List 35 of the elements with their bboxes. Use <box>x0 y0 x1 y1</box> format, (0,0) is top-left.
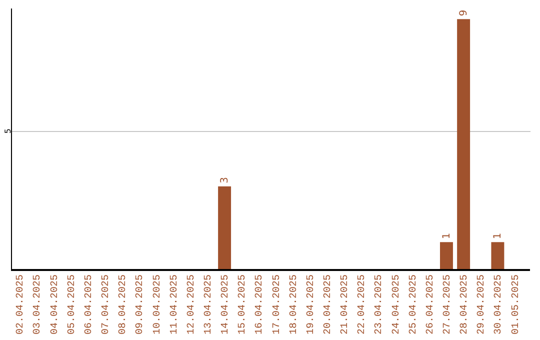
x-tick-label: 21.04.2025 <box>340 274 352 335</box>
data-label: 1 <box>492 232 504 240</box>
x-tick-label: 09.04.2025 <box>135 274 146 335</box>
x-tick-label: 26.04.2025 <box>425 274 436 335</box>
x-tick-label: 05.04.2025 <box>66 274 78 335</box>
x-tick-label: 17.04.2025 <box>272 274 283 335</box>
x-tick-label: 22.04.2025 <box>357 274 368 335</box>
data-label: 3 <box>220 177 231 184</box>
x-tick-label: 11.04.2025 <box>169 274 180 335</box>
x-tick-label: 19.04.2025 <box>306 274 317 335</box>
x-tick-label: 29.04.2025 <box>476 274 488 335</box>
x-tick-label: 15.04.2025 <box>238 274 249 335</box>
y-tick-label: 5 <box>4 128 12 134</box>
x-tick-label: 07.04.2025 <box>101 274 112 335</box>
x-tick-label: 13.04.2025 <box>203 274 214 335</box>
x-tick-label: 28.04.2025 <box>460 274 471 335</box>
x-tick-label: 27.04.2025 <box>442 274 454 335</box>
data-label: 1 <box>441 232 452 240</box>
x-tick-label: 23.04.2025 <box>374 274 386 335</box>
x-tick-label: 14.04.2025 <box>220 274 232 335</box>
x-tick-label: 30.04.2025 <box>494 274 505 335</box>
x-tick-label: 18.04.2025 <box>288 274 300 335</box>
x-tick-label: 20.04.2025 <box>322 274 334 335</box>
x-tick-label: 16.04.2025 <box>254 274 266 335</box>
x-tick-label: 02.04.2025 <box>16 274 27 335</box>
x-tick-label: 08.04.2025 <box>118 274 130 335</box>
data-label: 9 <box>458 10 470 16</box>
x-tick-label: 06.04.2025 <box>84 274 95 335</box>
x-tick-label: 12.04.2025 <box>186 274 198 335</box>
x-tick-label: 10.04.2025 <box>152 274 164 335</box>
x-tick-label: 04.04.2025 <box>50 274 61 335</box>
x-tick-label: 24.04.2025 <box>391 274 402 335</box>
x-tick-label: 01.05.2025 <box>510 274 522 335</box>
x-tick-label: 03.04.2025 <box>32 274 44 335</box>
x-tick-label: 25.04.2025 <box>408 274 420 335</box>
